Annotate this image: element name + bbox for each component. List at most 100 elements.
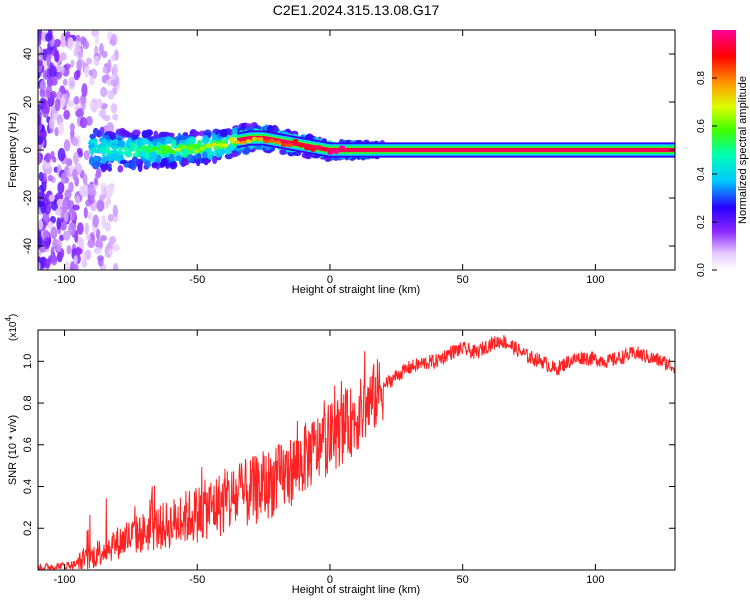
spectrogram-band-cell bbox=[117, 165, 124, 173]
snr-xtick-label: -50 bbox=[189, 574, 205, 586]
spectrogram-noise-cell bbox=[47, 221, 54, 230]
spectrogram-noise-cell bbox=[75, 110, 82, 118]
spectrogram-noise-cell bbox=[62, 78, 68, 86]
spectrogram-noise-cell bbox=[45, 47, 53, 56]
spectrogram-ridge-cell bbox=[204, 144, 211, 149]
spectrogram-noise-cell bbox=[71, 137, 79, 147]
spectrogram-ridge-cell bbox=[304, 146, 311, 151]
spectrogram-noise-cell bbox=[50, 198, 59, 211]
spectrogram-noise-cell bbox=[54, 127, 59, 137]
spectrogram-noise-cell bbox=[83, 150, 90, 161]
spectrogram-noise-cell bbox=[38, 219, 44, 231]
spectrogram-ridge-cell bbox=[222, 143, 229, 148]
spectrogram-xtick-label: 100 bbox=[586, 274, 604, 286]
spectrogram-ytick-label: -20 bbox=[22, 190, 34, 206]
spectrogram-noise-cell bbox=[51, 77, 58, 86]
spectrogram-noise-cell bbox=[50, 226, 58, 240]
snr-x-axis: -100 -50 0 50 100 bbox=[54, 330, 605, 586]
spectrogram-noise-cell bbox=[96, 199, 105, 212]
spectrogram-noise-cell bbox=[86, 57, 92, 65]
snr-xtick-label: 0 bbox=[327, 574, 333, 586]
spectrogram-ridge-cell bbox=[158, 144, 165, 149]
spectrogram-noise-cell bbox=[64, 176, 70, 184]
spectrogram-noise-cell bbox=[109, 38, 116, 46]
spectrogram-band-cell bbox=[104, 130, 114, 136]
spectrogram-ridge-cell bbox=[333, 149, 340, 154]
spectrogram-noise-cell bbox=[85, 234, 91, 241]
spectrogram-y-label: Frequency (Hz) bbox=[7, 112, 19, 188]
colorbar-gradient bbox=[712, 30, 736, 270]
spectrogram-band-cell bbox=[159, 161, 166, 168]
spectrogram-noise-cell bbox=[48, 117, 55, 130]
spectrogram-noise-cell bbox=[62, 230, 71, 241]
spectrogram-noise-cell bbox=[72, 168, 78, 181]
spectrogram-ridge-cell bbox=[193, 149, 200, 154]
spectrogram-noise-cell bbox=[42, 48, 47, 61]
spectrogram-noise-cell bbox=[107, 214, 114, 222]
spectrogram-noise-cell bbox=[53, 38, 61, 48]
spectrogram-noise-cell bbox=[38, 137, 44, 144]
snr-ytick-label: 0.4 bbox=[22, 479, 34, 494]
spectrogram-band-cell bbox=[129, 141, 137, 150]
spectrogram-band-cell bbox=[122, 146, 129, 151]
spectrogram-ridge-cell bbox=[123, 151, 130, 156]
spectrogram-band-cell bbox=[131, 156, 139, 163]
spectrogram-noise-cell bbox=[38, 104, 42, 112]
spectrogram-ridge-cell bbox=[140, 147, 147, 152]
spectrogram-ridge-cell bbox=[274, 140, 281, 145]
spectrogram-noise-cell bbox=[112, 63, 118, 76]
spectrogram-noise-cell bbox=[70, 59, 75, 68]
spectrogram-noise-cell bbox=[38, 60, 43, 67]
spectrogram-noise-cell bbox=[52, 156, 57, 163]
spectrogram-ridge-cell bbox=[339, 145, 346, 150]
snr-y-multiplier: (x104) bbox=[4, 314, 19, 341]
snr-xtick-label: -100 bbox=[54, 574, 76, 586]
spectrogram-band-cell bbox=[202, 134, 209, 141]
spectrogram-noise-cell bbox=[77, 150, 83, 158]
spectrogram-band-cell bbox=[219, 129, 229, 138]
snr-frame bbox=[37, 329, 676, 571]
spectrogram-band-cell bbox=[279, 148, 287, 156]
snr-multiplier-exp: 4 bbox=[4, 317, 13, 322]
spectrogram-ridge-cell bbox=[163, 146, 170, 151]
spectrogram-noise-cell bbox=[87, 183, 96, 196]
spectrogram-band-cell bbox=[145, 160, 152, 169]
colorbar-tick-label: 0.2 bbox=[696, 215, 707, 229]
spectrogram-noise-cell bbox=[50, 246, 55, 258]
spectrogram-band-cell bbox=[95, 161, 103, 167]
spectrogram-y-axis: -40 -20 0 20 40 bbox=[22, 48, 675, 254]
spectrogram-noise-cell bbox=[100, 86, 108, 98]
spectrogram-band-cell bbox=[203, 159, 210, 164]
spectrogram-noise-cell bbox=[84, 65, 89, 78]
spectrogram-noise-cell bbox=[102, 66, 108, 74]
spectrogram-noise-cell bbox=[69, 80, 75, 88]
spectrogram-ridge-cell bbox=[134, 148, 141, 153]
spectrogram-band-cell bbox=[107, 163, 112, 168]
spectrogram-band-cell bbox=[101, 165, 107, 173]
spectrogram-noise-cell bbox=[93, 177, 99, 186]
spectrogram-band-cell bbox=[180, 147, 189, 155]
spectrogram-ridge-cell bbox=[298, 143, 305, 148]
spectrogram-noise-cell bbox=[64, 261, 70, 270]
spectrogram-noise-cell bbox=[112, 204, 118, 217]
spectrogram-noise-cell bbox=[75, 195, 80, 205]
spectrogram-noise-cell bbox=[112, 113, 119, 121]
spectrogram-band-cell bbox=[119, 159, 128, 165]
spectrogram-xtick-label: -100 bbox=[54, 274, 76, 286]
spectrogram-noise-cell bbox=[49, 90, 57, 99]
spectrogram-noise-cell bbox=[76, 222, 84, 235]
spectrogram-band-cell bbox=[102, 140, 108, 147]
spectrogram-noise-cell bbox=[43, 101, 51, 115]
spectrogram-noise-cell bbox=[67, 37, 74, 51]
spectrogram-noise-cell bbox=[38, 261, 41, 270]
spectrogram-ridge-cell bbox=[175, 147, 182, 152]
spectrogram-ridge-cell bbox=[105, 150, 112, 155]
spectrogram-band-cell bbox=[175, 155, 182, 162]
spectrogram-noise-cell bbox=[74, 40, 82, 53]
spectrogram-band-cell bbox=[101, 156, 107, 165]
spectrogram-noise-cell bbox=[40, 202, 46, 214]
spectrogram-ridge-cell bbox=[257, 137, 264, 142]
svg-text:(x104): (x104) bbox=[4, 314, 19, 341]
spectrogram-noise-cell bbox=[46, 76, 54, 88]
spectrogram-band-cell bbox=[112, 138, 119, 145]
